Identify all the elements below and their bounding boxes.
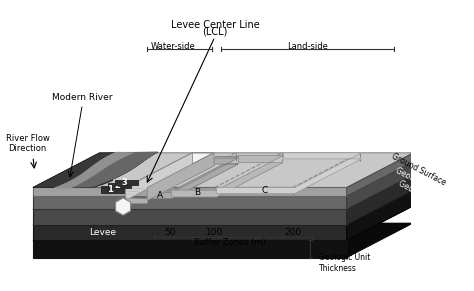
Text: C: C — [261, 186, 267, 195]
Polygon shape — [33, 153, 413, 187]
Polygon shape — [217, 153, 361, 194]
Polygon shape — [33, 209, 346, 225]
Text: 2: 2 — [114, 181, 120, 190]
Text: Geologic Unit Bottom: Geologic Unit Bottom — [397, 179, 474, 224]
Text: Modern River: Modern River — [52, 93, 113, 102]
Text: B: B — [194, 188, 201, 197]
Polygon shape — [33, 175, 413, 209]
Polygon shape — [172, 155, 283, 197]
Polygon shape — [126, 153, 214, 187]
Text: Buffer Zones (m): Buffer Zones (m) — [194, 237, 265, 246]
Text: 1: 1 — [108, 185, 113, 194]
Text: (LCL): (LCL) — [202, 26, 228, 36]
Polygon shape — [33, 152, 158, 187]
Polygon shape — [149, 156, 238, 198]
Text: A: A — [157, 191, 164, 200]
Polygon shape — [346, 162, 413, 209]
Polygon shape — [346, 153, 413, 196]
Polygon shape — [33, 162, 413, 196]
Polygon shape — [126, 198, 147, 203]
Polygon shape — [101, 186, 124, 193]
Text: Levee Center Line: Levee Center Line — [171, 19, 259, 30]
Polygon shape — [54, 152, 158, 188]
Polygon shape — [33, 240, 346, 258]
Polygon shape — [346, 175, 413, 225]
Polygon shape — [33, 196, 346, 209]
Text: 3: 3 — [121, 178, 127, 187]
Polygon shape — [126, 153, 192, 200]
Text: River Flow
Direction: River Flow Direction — [6, 134, 50, 153]
Polygon shape — [147, 153, 214, 200]
Polygon shape — [115, 180, 138, 185]
Text: Ground Surface: Ground Surface — [390, 152, 447, 187]
Polygon shape — [33, 223, 413, 258]
Text: Water-side: Water-side — [151, 42, 196, 51]
Text: Levee: Levee — [89, 228, 116, 237]
Text: 50: 50 — [164, 228, 176, 237]
Text: Geologic Unit Top: Geologic Unit Top — [394, 166, 457, 205]
Text: 200: 200 — [284, 228, 301, 237]
Polygon shape — [54, 152, 135, 188]
Polygon shape — [33, 225, 346, 240]
Text: Geologic Unit
Thickness: Geologic Unit Thickness — [319, 253, 370, 273]
Polygon shape — [147, 158, 238, 199]
Text: Land-side: Land-side — [287, 42, 328, 51]
Polygon shape — [33, 187, 346, 196]
Polygon shape — [116, 198, 130, 215]
Polygon shape — [33, 206, 413, 240]
Text: 100: 100 — [206, 228, 224, 237]
Polygon shape — [33, 190, 413, 225]
Polygon shape — [346, 190, 413, 240]
Polygon shape — [33, 153, 113, 187]
Polygon shape — [109, 183, 131, 188]
